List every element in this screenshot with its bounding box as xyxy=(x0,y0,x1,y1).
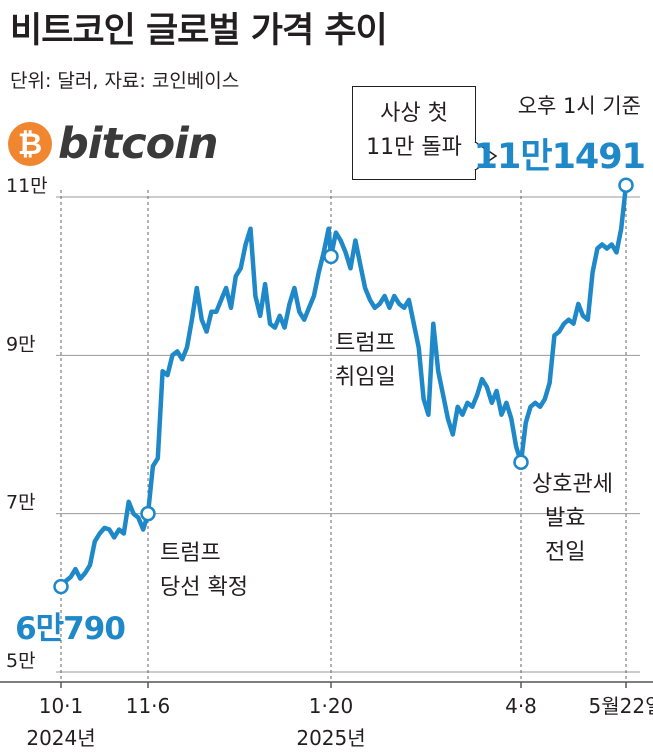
event-marker xyxy=(140,505,156,522)
chart-title: 비트코인 글로벌 가격 추이 xyxy=(10,11,388,51)
marker-layer xyxy=(53,177,634,595)
event-marker xyxy=(323,248,339,265)
x-year-label: 2025년 xyxy=(296,726,365,750)
start-price-label: 6만790 xyxy=(15,611,125,647)
event-label-line: 트럼프 xyxy=(160,541,221,566)
y-tick-label: 11만 xyxy=(6,175,48,197)
price-line xyxy=(58,182,629,589)
x-tick-label: 10·1 xyxy=(39,694,84,718)
event-label-line: 전일 xyxy=(545,540,585,565)
y-tick-label: 9만 xyxy=(6,333,36,355)
callout-line-1: 사상 첫 xyxy=(380,101,448,126)
latest-price-label: 11만1491 xyxy=(473,137,646,177)
event-label-line: 발효 xyxy=(545,506,585,531)
callout-pointer xyxy=(474,141,498,171)
x-year-label: 2024년 xyxy=(26,726,95,750)
event-marker xyxy=(513,454,529,470)
bitcoin-logo-icon: ₿ xyxy=(8,122,52,166)
bitcoin-wordmark: bitcoin xyxy=(58,119,218,169)
x-tick-label: 4·8 xyxy=(505,694,537,718)
event-label-line: 당선 확정 xyxy=(160,575,248,600)
chart-subtitle: 단위: 달러, 자료: 코인베이스 xyxy=(10,70,240,92)
x-tick-label: 1·20 xyxy=(309,694,354,718)
callout-line-2: 11만 돌파 xyxy=(366,135,462,160)
price-basis-time: 오후 1시 기준 xyxy=(517,94,641,118)
y-tick-label: 5만 xyxy=(6,650,36,672)
bitcoin-logo: ₿ bitcoin xyxy=(8,118,218,170)
record-callout: 사상 첫 11만 돌파 xyxy=(352,86,476,180)
line-layer xyxy=(58,182,629,589)
y-tick-label: 7만 xyxy=(6,492,36,514)
event-label-line: 트럼프 xyxy=(335,331,396,356)
x-tick-label: 5월22일 xyxy=(589,694,653,718)
x-tick-label: 11·6 xyxy=(126,694,171,718)
event-marker xyxy=(53,578,69,595)
event-marker xyxy=(618,177,634,193)
event-label-line: 상호관세 xyxy=(532,472,613,497)
grid-layer xyxy=(56,190,640,682)
event-label-line: 취임일 xyxy=(335,365,396,390)
